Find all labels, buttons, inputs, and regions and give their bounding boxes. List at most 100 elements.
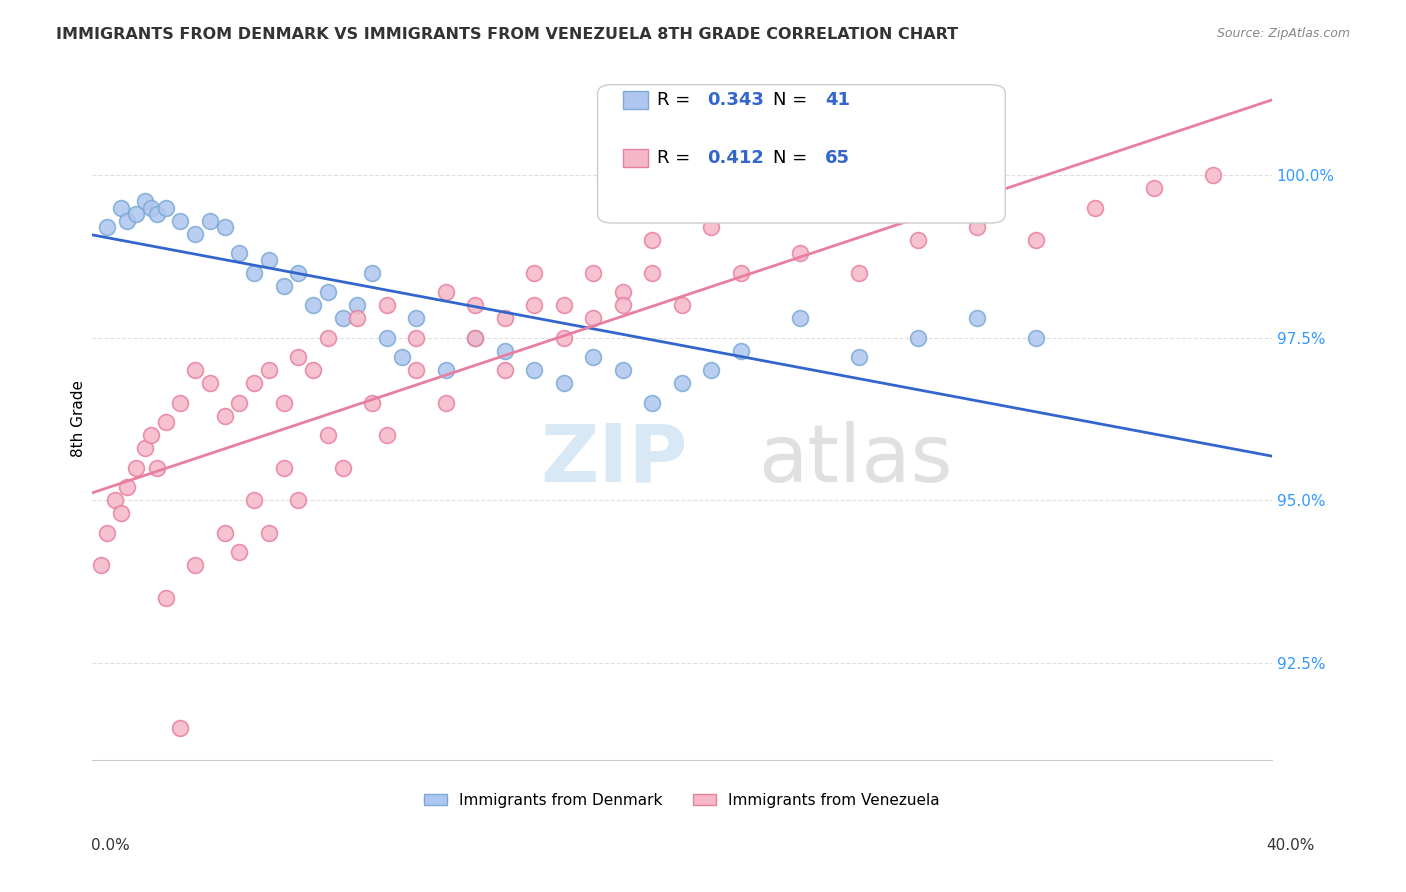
Point: [1025, 330, 1047, 344]
Point: [346, 311, 368, 326]
Point: [612, 285, 634, 299]
Text: ZIP: ZIP: [540, 421, 688, 499]
Point: [346, 298, 368, 312]
Point: [582, 311, 605, 326]
Point: [110, 201, 132, 215]
Point: [1143, 181, 1166, 195]
Point: [96, 220, 118, 235]
Point: [848, 350, 870, 364]
Point: [273, 460, 295, 475]
Point: [228, 246, 250, 260]
Point: [287, 493, 309, 508]
Point: [907, 330, 929, 344]
Point: [184, 363, 207, 377]
Point: [169, 721, 191, 735]
Point: [612, 363, 634, 377]
Point: [494, 363, 516, 377]
Point: [671, 376, 693, 391]
Point: [243, 266, 266, 280]
Point: [273, 395, 295, 409]
Point: [287, 266, 309, 280]
Point: [612, 298, 634, 312]
Point: [228, 395, 250, 409]
Point: [243, 493, 266, 508]
Point: [375, 298, 398, 312]
Legend: Immigrants from Denmark, Immigrants from Venezuela: Immigrants from Denmark, Immigrants from…: [418, 787, 946, 814]
Point: [361, 395, 384, 409]
Point: [214, 409, 236, 423]
Point: [464, 330, 486, 344]
Point: [434, 285, 457, 299]
Point: [375, 330, 398, 344]
Point: [553, 330, 575, 344]
Point: [553, 376, 575, 391]
Point: [789, 311, 811, 326]
Point: [90, 558, 112, 573]
Point: [145, 460, 167, 475]
Point: [671, 298, 693, 312]
Point: [966, 311, 988, 326]
Point: [145, 207, 167, 221]
Point: [730, 266, 752, 280]
Point: [582, 350, 605, 364]
Point: [214, 525, 236, 540]
Point: [302, 363, 325, 377]
Text: 65: 65: [825, 149, 851, 167]
Point: [316, 428, 339, 442]
Point: [523, 266, 546, 280]
Text: Source: ZipAtlas.com: Source: ZipAtlas.com: [1216, 27, 1350, 40]
Point: [104, 493, 127, 508]
Point: [139, 201, 162, 215]
Point: [641, 395, 664, 409]
Point: [243, 376, 266, 391]
Point: [134, 441, 156, 455]
Point: [257, 363, 280, 377]
Point: [169, 213, 191, 227]
Point: [316, 330, 339, 344]
Point: [139, 428, 162, 442]
Point: [155, 415, 177, 429]
Point: [434, 363, 457, 377]
Point: [405, 363, 427, 377]
Point: [184, 558, 207, 573]
Point: [494, 311, 516, 326]
Point: [523, 363, 546, 377]
Text: atlas: atlas: [759, 421, 953, 499]
Point: [405, 311, 427, 326]
Point: [641, 233, 664, 247]
Point: [228, 545, 250, 559]
Point: [391, 350, 413, 364]
Text: IMMIGRANTS FROM DENMARK VS IMMIGRANTS FROM VENEZUELA 8TH GRADE CORRELATION CHART: IMMIGRANTS FROM DENMARK VS IMMIGRANTS FR…: [56, 27, 959, 42]
Point: [494, 343, 516, 358]
Point: [273, 278, 295, 293]
Point: [1084, 201, 1107, 215]
Point: [169, 395, 191, 409]
Point: [730, 343, 752, 358]
Point: [96, 525, 118, 540]
Point: [464, 298, 486, 312]
Point: [155, 591, 177, 605]
Point: [125, 207, 148, 221]
Point: [789, 246, 811, 260]
Point: [907, 233, 929, 247]
Point: [134, 194, 156, 208]
Y-axis label: 8th Grade: 8th Grade: [72, 380, 86, 458]
Point: [332, 311, 354, 326]
Point: [332, 460, 354, 475]
Text: 40.0%: 40.0%: [1267, 838, 1315, 853]
Point: [198, 213, 221, 227]
Point: [700, 363, 723, 377]
Point: [125, 460, 148, 475]
Point: [523, 298, 546, 312]
Point: [110, 506, 132, 520]
Point: [464, 330, 486, 344]
Point: [1025, 233, 1047, 247]
Point: [405, 330, 427, 344]
Point: [184, 227, 207, 241]
Text: 0.0%: 0.0%: [91, 838, 131, 853]
Point: [700, 220, 723, 235]
Point: [582, 266, 605, 280]
Text: R =: R =: [657, 149, 696, 167]
Point: [115, 213, 138, 227]
Text: 41: 41: [825, 91, 851, 109]
